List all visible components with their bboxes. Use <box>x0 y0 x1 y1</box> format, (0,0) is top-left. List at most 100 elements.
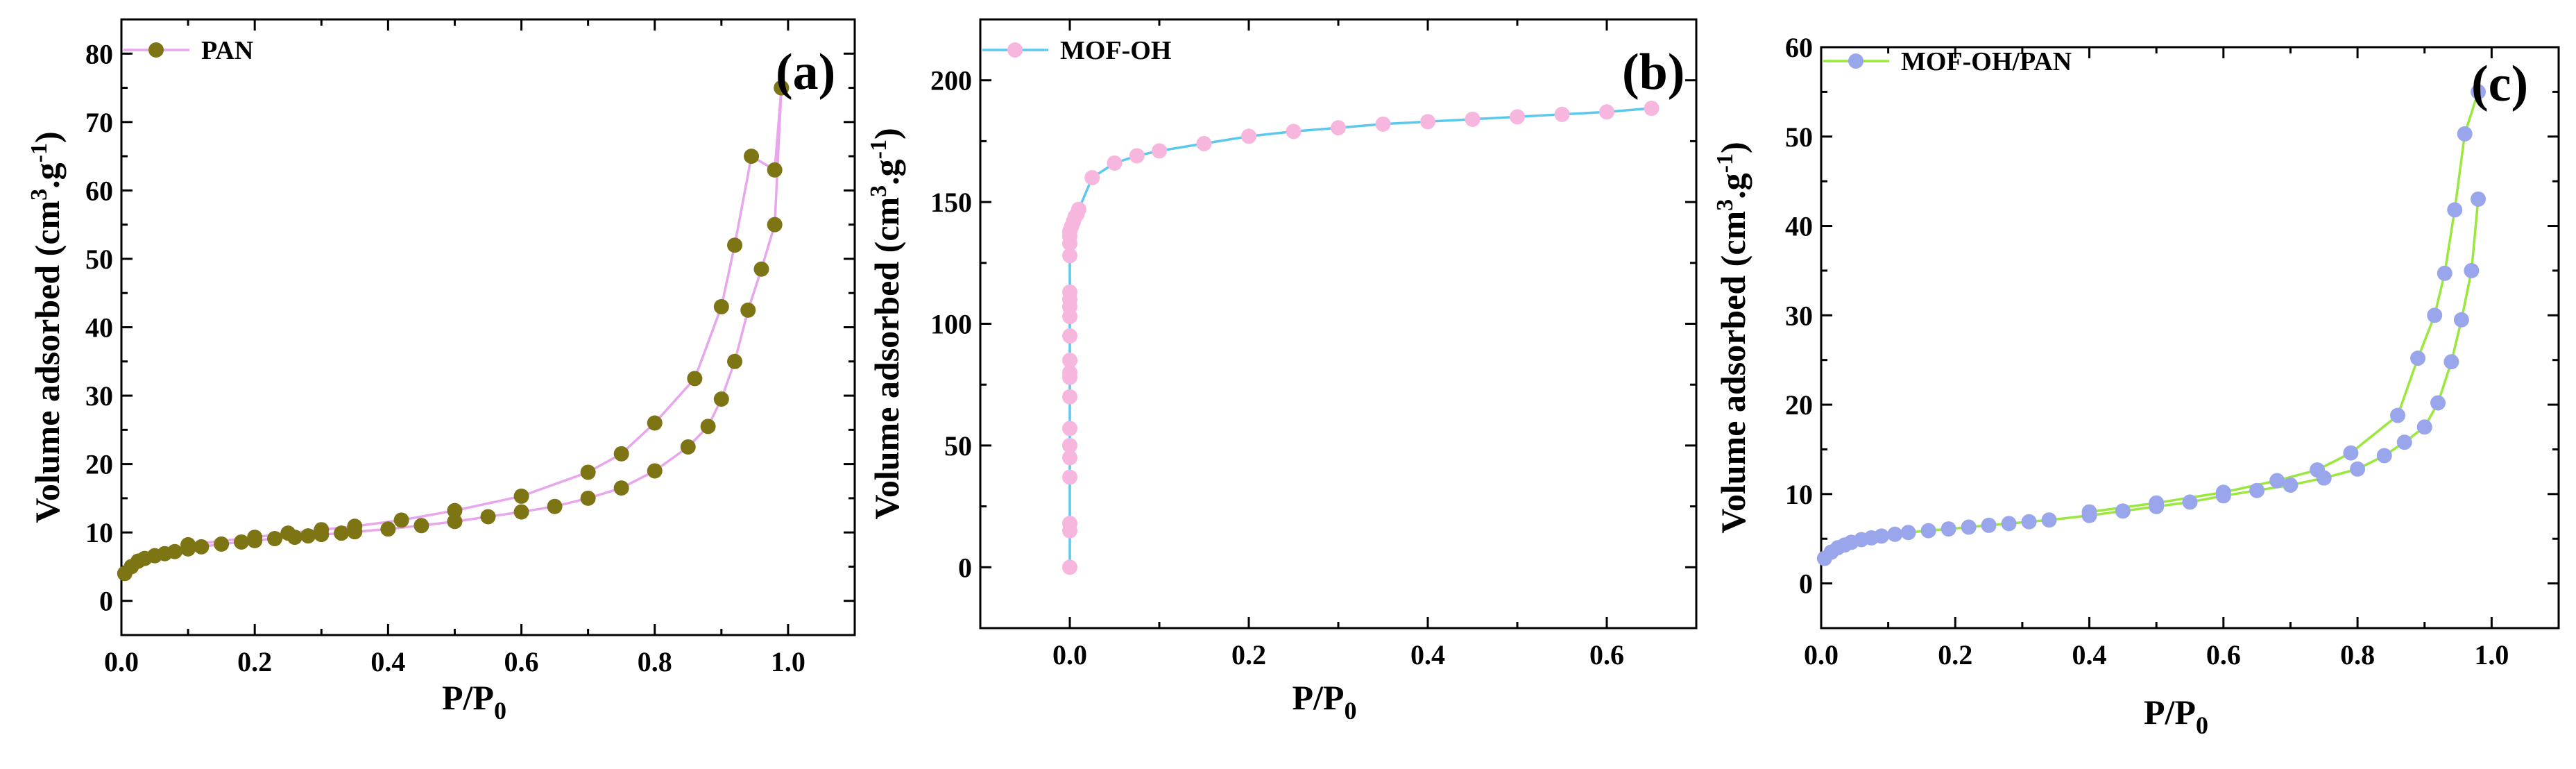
x-tick-label: 0.0 <box>104 646 139 677</box>
series-line-desorption <box>187 87 783 546</box>
data-point <box>1887 526 1903 542</box>
x-tick-label: 0.2 <box>1938 639 1972 670</box>
data-point <box>1961 519 1977 535</box>
data-point <box>2021 514 2037 530</box>
series-line-adsorption <box>123 87 783 575</box>
data-point <box>1107 155 1123 171</box>
data-point <box>2149 495 2165 511</box>
data-point <box>1900 525 1916 541</box>
data-point <box>300 528 316 544</box>
data-point <box>2437 265 2453 281</box>
data-point <box>280 525 296 541</box>
data-point <box>647 463 663 479</box>
y-tick-label: 20 <box>85 449 113 480</box>
data-point <box>167 543 182 559</box>
data-point <box>2081 504 2097 520</box>
x-tick-label: 1.0 <box>2474 639 2509 670</box>
y-tick-label: 30 <box>85 380 113 412</box>
legend-label: MOF-OH <box>1060 36 1171 65</box>
data-point <box>687 371 703 387</box>
data-point <box>713 391 729 407</box>
plot-frame-c <box>1820 46 2560 629</box>
data-point <box>1241 128 1256 144</box>
x-axis-label: P/P0 <box>442 678 506 725</box>
data-point <box>700 419 716 434</box>
data-point <box>1062 450 1077 466</box>
data-point <box>393 512 409 528</box>
data-point <box>214 536 230 552</box>
data-point <box>613 480 629 496</box>
data-point <box>753 261 769 277</box>
data-point <box>2471 84 2487 100</box>
data-point <box>1644 101 1660 117</box>
data-point <box>2464 262 2480 278</box>
data-point <box>1129 148 1145 164</box>
panel-label: (b) <box>1622 44 1684 101</box>
x-tick-label: 0.6 <box>504 646 539 677</box>
y-tick-label: 80 <box>85 38 113 69</box>
data-point <box>314 522 330 538</box>
y-tick-label: 40 <box>85 312 113 344</box>
x-tick-label: 0.0 <box>1804 639 1839 670</box>
x-tick-label: 0.2 <box>237 646 272 677</box>
data-point <box>2182 494 2198 510</box>
data-point <box>2416 419 2432 435</box>
y-tick-label: 10 <box>85 517 113 548</box>
chart-panel-b: 0.0 0.2 0.4 0.6 0 50 100 150 200 MOF-OH (b) P/P0 Vol… <box>866 18 1698 725</box>
data-point <box>1062 437 1077 453</box>
data-point <box>2343 445 2359 461</box>
data-point <box>774 80 790 96</box>
y-tick-label: 70 <box>85 107 113 138</box>
data-point <box>194 539 210 555</box>
data-point <box>513 488 529 504</box>
data-point <box>767 162 783 178</box>
x-tick-label: 0.6 <box>1589 639 1624 670</box>
data-point <box>2453 312 2469 328</box>
data-point <box>1062 516 1077 532</box>
data-point <box>2283 477 2298 493</box>
x-axis-label: P/P0 <box>1293 678 1357 725</box>
y-axis-label: Volume adsorbed (cm3.g-1) <box>1712 142 1752 533</box>
data-point <box>767 217 783 233</box>
data-point <box>2350 461 2366 477</box>
data-point <box>1465 111 1481 127</box>
y-axis-label: Volume adsorbed (cm3.g-1) <box>26 131 67 523</box>
data-point <box>1062 353 1077 369</box>
data-point <box>380 521 396 537</box>
data-point <box>2390 407 2406 423</box>
y-tick-label: 60 <box>1785 32 1813 63</box>
data-point <box>267 531 283 547</box>
data-point <box>613 446 629 462</box>
data-point <box>1062 389 1077 405</box>
data-point <box>2310 462 2326 478</box>
data-point <box>547 498 563 514</box>
data-point <box>580 464 596 480</box>
data-point <box>680 439 696 455</box>
data-point <box>447 502 463 518</box>
data-point <box>247 530 263 546</box>
y-tick-label: 40 <box>1785 211 1813 242</box>
legend-label: PAN <box>201 36 253 65</box>
data-point <box>1062 248 1077 264</box>
data-point <box>2457 126 2473 142</box>
data-point <box>2249 482 2265 498</box>
x-axis-label: P/P0 <box>2144 693 2208 739</box>
data-point <box>727 237 743 253</box>
data-point <box>2215 484 2231 500</box>
y-tick-label: 10 <box>1785 479 1813 510</box>
series-line-desorption <box>2089 91 2480 514</box>
data-point <box>2447 202 2463 218</box>
y-tick-label: 150 <box>930 187 972 218</box>
data-point <box>1873 528 1889 544</box>
data-point <box>1599 104 1614 120</box>
y-tick-label: 0 <box>958 552 972 583</box>
data-point <box>1062 469 1077 485</box>
data-point <box>233 534 249 550</box>
data-point <box>413 518 429 534</box>
data-point <box>580 490 596 506</box>
data-point <box>1981 517 1997 533</box>
data-point <box>2427 307 2443 323</box>
data-point <box>744 149 760 164</box>
y-tick-label: 50 <box>85 244 113 275</box>
